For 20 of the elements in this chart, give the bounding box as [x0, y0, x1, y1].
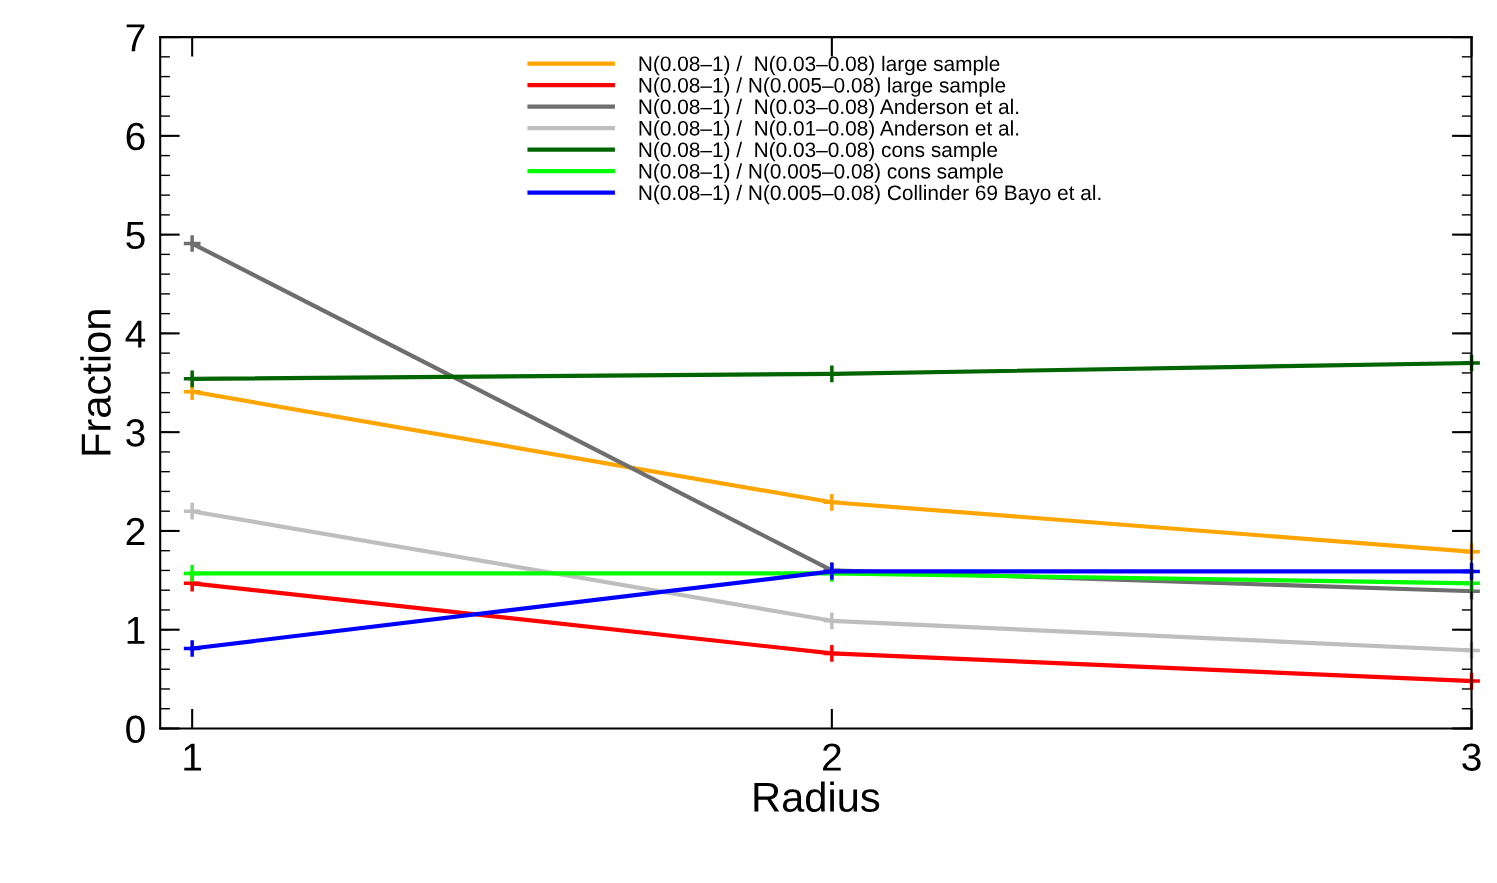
x-tick-label: 2: [823, 743, 841, 771]
legend-label: N(0.08–1) / N(0.005–0.08) large sample: [639, 77, 1006, 97]
y-tick-label: 7: [126, 24, 145, 52]
legend-label: N(0.08–1) / N(0.005–0.08) cons sample: [639, 163, 1003, 183]
legend-label: N(0.08–1) / N(0.03–0.08) large sample: [639, 55, 1000, 76]
y-tick-label: 5: [126, 221, 145, 250]
y-tick-label: 2: [126, 517, 145, 546]
y-axis-title: Fraction: [80, 310, 111, 455]
legend-label: N(0.08–1) / N(0.005–0.08) Collinder 69 Bayo et al.: [639, 184, 1101, 205]
legend-label: N(0.08–1) / N(0.01–0.08) Anderson et al.: [639, 120, 1019, 140]
y-tick-label: 3: [126, 419, 145, 447]
legend-label: N(0.08–1) / N(0.03–0.08) cons sample: [639, 141, 998, 162]
x-tick-label: 3: [1462, 743, 1481, 771]
y-tick-label: 6: [126, 122, 145, 151]
x-tick-label: 1: [184, 743, 202, 771]
legend-label: N(0.08–1) / N(0.03–0.08) Anderson et al.: [639, 98, 1019, 119]
y-tick-label: 4: [125, 320, 146, 348]
y-tick-label: 1: [127, 617, 145, 644]
x-axis-title: Radius: [754, 781, 880, 812]
y-tick-label: 0: [126, 715, 145, 743]
